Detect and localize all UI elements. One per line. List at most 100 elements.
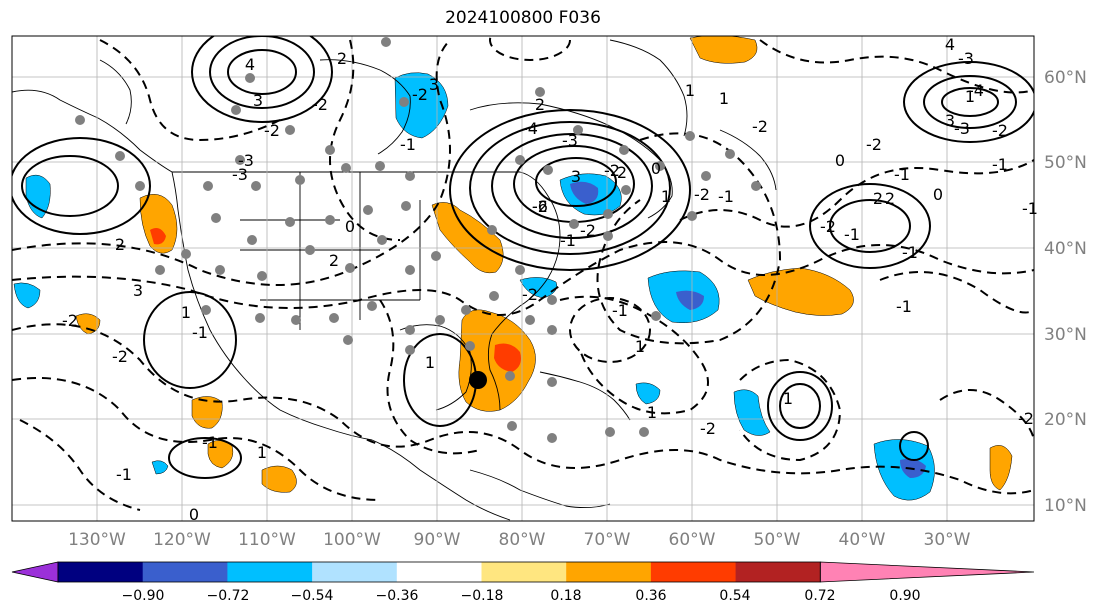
station-marker (325, 215, 335, 225)
colorbar-segment (312, 562, 398, 582)
lat-label-30n: 30°N (1044, 325, 1087, 345)
colorbar-extend-low (11, 561, 59, 583)
contour-label: -2 (752, 117, 768, 136)
station-marker (535, 87, 545, 97)
station-markers (75, 37, 761, 443)
contour-label: -1 (894, 165, 910, 184)
contour-label: -2 (700, 419, 716, 438)
colorbar-tick-label: −0.18 (461, 588, 504, 604)
cool-anomaly-east-coast (519, 277, 557, 299)
contour-label: -2 (532, 197, 548, 216)
station-marker (215, 265, 225, 275)
contour-label: -1 (1022, 199, 1038, 218)
station-marker (573, 125, 583, 135)
station-marker (605, 427, 615, 437)
contour-label: -2 (522, 285, 538, 304)
warm-anomaly-appalachia (431, 202, 504, 274)
contour-label: 0 (933, 185, 943, 204)
contour-label: 2 (337, 49, 347, 68)
station-marker (367, 301, 377, 311)
station-marker (343, 335, 353, 345)
station-marker (431, 251, 441, 261)
station-marker (305, 245, 315, 255)
station-marker (399, 97, 409, 107)
station-marker (547, 325, 557, 335)
station-marker (405, 171, 415, 181)
contour-label: -2 (866, 135, 882, 154)
contour-label: 0 (651, 159, 661, 178)
contour-label: -6 (532, 197, 548, 216)
colorbar-tick-label: −0.36 (376, 588, 419, 604)
lat-label-50n: 50°N (1044, 153, 1087, 173)
colorbar (11, 561, 1035, 583)
station-marker (751, 181, 761, 191)
station-marker (405, 325, 415, 335)
station-marker (401, 201, 411, 211)
station-marker (247, 235, 257, 245)
station-marker (651, 311, 661, 321)
contour-label: -1 (718, 187, 734, 206)
graticule (12, 36, 1034, 521)
colorbar-tick-label: 0.90 (889, 588, 920, 604)
contour-label: 0 (345, 217, 355, 236)
station-marker (405, 265, 415, 275)
station-marker (515, 155, 525, 165)
contour-label: 3 (571, 167, 581, 186)
colorbar-extend-high (819, 561, 1035, 583)
contour-label: 4 (245, 55, 255, 74)
station-marker (515, 265, 525, 275)
lat-label-20n: 20°N (1044, 410, 1087, 430)
warm-anomaly-mid-atlantic (747, 267, 854, 316)
station-marker (639, 427, 649, 437)
lon-label-80w: 80°W (499, 530, 546, 550)
station-marker (507, 421, 517, 431)
station-marker (285, 217, 295, 227)
colorbar-segment (142, 562, 228, 582)
cool-anomaly-small-pacific (151, 460, 169, 475)
colorbar-tick-label: −0.54 (291, 588, 334, 604)
contour-label: 1 (647, 403, 657, 422)
cool-anomaly-pacific-west (13, 282, 41, 309)
contour-label: 0 (835, 151, 845, 170)
station-marker (435, 315, 445, 325)
map-frame (11, 35, 1035, 522)
contour-label: 1 (661, 187, 671, 206)
contour-label: 1 (719, 89, 729, 108)
colorbar-segment (566, 562, 652, 582)
station-marker (543, 165, 553, 175)
station-marker (621, 185, 631, 195)
contour-label: 4 (945, 35, 955, 54)
station-marker (377, 235, 387, 245)
colorbar-tick-label: 0.18 (550, 588, 581, 604)
station-marker (291, 315, 301, 325)
station-marker (341, 163, 351, 173)
station-marker (465, 341, 475, 351)
station-marker (505, 371, 515, 381)
contour-label: -3 (238, 151, 254, 170)
station-marker (547, 377, 557, 387)
lon-label-110w: 110°W (238, 530, 296, 550)
lon-label-30w: 30°W (924, 530, 971, 550)
colorbar-tick-labels: −0.90 −0.72 −0.54 −0.36 −0.18 0.18 0.36 … (122, 588, 921, 604)
station-marker (135, 181, 145, 191)
contour-label: -3 (562, 131, 578, 150)
station-marker (235, 155, 245, 165)
contour-label: -2 (412, 85, 428, 104)
station-marker (405, 345, 415, 355)
station-marker (569, 219, 579, 229)
station-marker (115, 151, 125, 161)
warm-anomaly-greenland (689, 36, 758, 64)
station-marker (201, 305, 211, 315)
contour-label: -2 (992, 121, 1008, 140)
contour-label: 1 (257, 443, 267, 462)
colorbar-segment (481, 562, 567, 582)
station-marker (75, 115, 85, 125)
station-marker (603, 209, 613, 219)
contour-label: 1 (685, 81, 695, 100)
contour-label: 2 (885, 189, 895, 208)
station-marker (375, 161, 385, 171)
contour-labels: -2-1-101-2-11-3-2234-220-313-4-1-221-11-… (62, 35, 1038, 524)
strong-cool-anomaly-mid-atlantic (676, 290, 704, 310)
red-anomaly-pacific-nw (150, 228, 166, 245)
